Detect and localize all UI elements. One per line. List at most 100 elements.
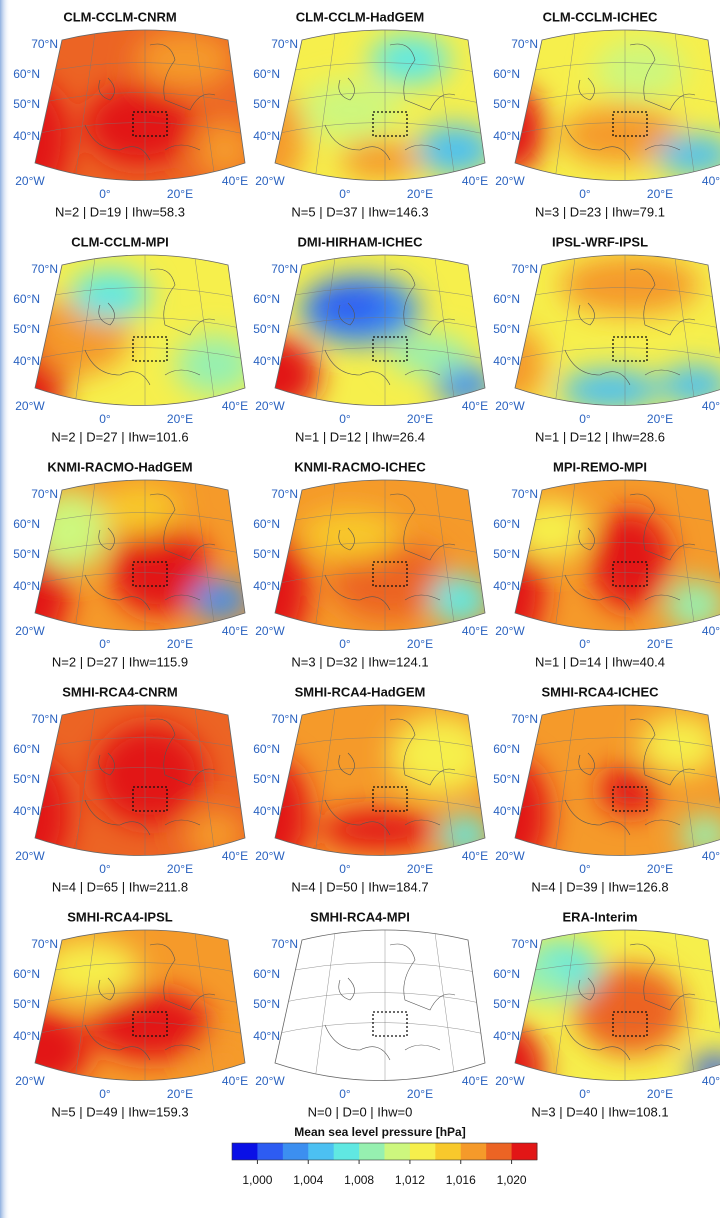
map-panel: CLM-CCLM-ICHEC70°N60°N50°N40°N20°W0°20°E… [475, 9, 720, 219]
lon-label: 20°E [167, 637, 193, 651]
lat-label: 60°N [493, 967, 520, 981]
colorbar-bin [308, 1143, 334, 1160]
lat-label: 60°N [253, 292, 280, 306]
panel-title: KNMI-RACMO-ICHEC [294, 459, 426, 474]
panel-stats: N=1 | D=12 | Ihw=28.6 [535, 429, 665, 444]
colorbar-bin [283, 1143, 309, 1160]
map-panel: KNMI-RACMO-HadGEM70°N60°N50°N40°N20°W0°2… [0, 459, 250, 669]
colorbar-bin [334, 1143, 360, 1160]
lon-label: 0° [579, 1087, 591, 1101]
lat-label: 40°N [253, 354, 280, 368]
pressure-area [85, 85, 195, 165]
map-panel: KNMI-RACMO-ICHEC70°N60°N50°N40°N20°W0°20… [230, 459, 490, 669]
lat-label: 40°N [493, 1029, 520, 1043]
panel-title: IPSL-WRF-IPSL [552, 234, 648, 249]
lon-label: 20°W [255, 624, 285, 638]
colorbar-tick-label: 1,008 [344, 1173, 374, 1187]
lat-label: 70°N [511, 262, 538, 276]
lat-label: 60°N [253, 67, 280, 81]
lon-label: 20°E [167, 187, 193, 201]
lon-label: 40°E [702, 1074, 720, 1088]
colorbar-bin [232, 1143, 258, 1160]
pressure-area [135, 30, 235, 90]
lon-label: 0° [339, 637, 351, 651]
colorbar-tick-label: 1,004 [293, 1173, 323, 1187]
lat-label: 50°N [13, 772, 40, 786]
lat-label: 70°N [511, 937, 538, 951]
panel-stats: N=2 | D=19 | Ihw=58.3 [55, 204, 185, 219]
lat-label: 40°N [13, 804, 40, 818]
lon-label: 20°E [647, 637, 673, 651]
lon-label: 20°W [495, 624, 525, 638]
colorbar-bin [385, 1143, 411, 1160]
map-panel: SMHI-RCA4-HadGEM70°N60°N50°N40°N20°W0°20… [230, 684, 490, 894]
panel-stats: N=5 | D=49 | Ihw=159.3 [51, 1104, 188, 1119]
lon-label: 20°E [647, 862, 673, 876]
lat-label: 70°N [31, 712, 58, 726]
pressure-area [175, 335, 255, 395]
edge-shade [0, 0, 10, 1218]
lon-label: 20°W [495, 174, 525, 188]
lat-label: 70°N [511, 37, 538, 51]
lon-label: 40°E [702, 849, 720, 863]
colorbar-tick-label: 1,016 [446, 1173, 476, 1187]
panel-title: CLM-CCLM-CNRM [63, 9, 176, 24]
panel-title: CLM-CCLM-ICHEC [543, 9, 658, 24]
colorbar-bin [512, 1143, 538, 1160]
lat-label: 60°N [13, 292, 40, 306]
lon-label: 40°E [222, 174, 248, 188]
pressure-area [560, 370, 660, 410]
lon-label: 20°W [495, 849, 525, 863]
panel-title: CLM-CCLM-MPI [71, 234, 168, 249]
lon-label: 0° [339, 187, 351, 201]
pressure-area [195, 120, 255, 180]
lon-label: 20°E [407, 1087, 433, 1101]
lat-label: 50°N [253, 547, 280, 561]
lat-label: 50°N [13, 97, 40, 111]
colorbar-tick-label: 1,020 [497, 1173, 527, 1187]
map-panel: IPSL-WRF-IPSL70°N60°N50°N40°N20°W0°20°E4… [475, 234, 720, 444]
map-panel: SMHI-RCA4-ICHEC70°N60°N50°N40°N20°W0°20°… [470, 684, 720, 894]
lat-label: 70°N [31, 262, 58, 276]
lon-label: 0° [339, 1087, 351, 1101]
colorbar-tick-label: 1,000 [242, 1173, 272, 1187]
panel-title: MPI-REMO-MPI [553, 459, 647, 474]
pressure-area [595, 40, 685, 100]
lat-label: 70°N [271, 937, 298, 951]
lat-label: 50°N [493, 997, 520, 1011]
lat-label: 70°N [271, 262, 298, 276]
lat-label: 60°N [493, 292, 520, 306]
colorbar-bin [435, 1143, 461, 1160]
panel-title: ERA-Interim [562, 909, 637, 924]
lon-label: 0° [99, 1087, 111, 1101]
field [270, 930, 490, 1085]
pressure-area [100, 485, 180, 535]
pressure-area [70, 270, 150, 320]
lon-label: 0° [99, 637, 111, 651]
lon-label: 20°W [255, 849, 285, 863]
map-panel: SMHI-RCA4-MPI70°N60°N50°N40°N20°W0°20°E4… [253, 909, 490, 1119]
lat-label: 40°N [253, 804, 280, 818]
colorbar-tick-label: 1,012 [395, 1173, 425, 1187]
pressure-area [390, 335, 470, 375]
map-panel: CLM-CCLM-CNRM70°N60°N50°N40°N20°W0°20°E4… [0, 9, 255, 219]
lon-label: 0° [579, 412, 591, 426]
panel-title: DMI-HIRHAM-ICHEC [298, 234, 424, 249]
lat-label: 60°N [13, 517, 40, 531]
pressure-area [340, 140, 420, 180]
lon-label: 20°E [407, 637, 433, 651]
lat-label: 70°N [271, 712, 298, 726]
lat-label: 40°N [253, 129, 280, 143]
lon-label: 20°W [15, 1074, 45, 1088]
lat-label: 60°N [13, 742, 40, 756]
map-base [275, 930, 485, 1081]
lat-label: 70°N [511, 712, 538, 726]
lon-label: 20°E [167, 1087, 193, 1101]
lon-label: 0° [99, 412, 111, 426]
lat-label: 40°N [13, 354, 40, 368]
panel-stats: N=4 | D=39 | Ihw=126.8 [531, 879, 668, 894]
colorbar-bin [486, 1143, 512, 1160]
map-panel: CLM-CCLM-HadGEM70°N60°N50°N40°N20°W0°20°… [235, 9, 495, 219]
lat-label: 50°N [253, 772, 280, 786]
colorbar-bin [257, 1143, 283, 1160]
